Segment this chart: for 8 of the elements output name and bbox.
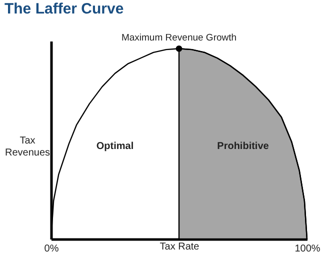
x-axis-title: Tax Rate (160, 242, 200, 252)
annotation: Optimal (96, 140, 134, 152)
chart-title: The Laffer Curve (4, 0, 124, 18)
x-tick-label: 0% (44, 244, 59, 254)
annotation: Maximum Revenue Growth (121, 32, 237, 44)
annotation: Prohibitive (217, 140, 270, 152)
x-tick-label: 100% (294, 244, 320, 254)
y-axis-title: Tax Revenues (4, 136, 50, 158)
